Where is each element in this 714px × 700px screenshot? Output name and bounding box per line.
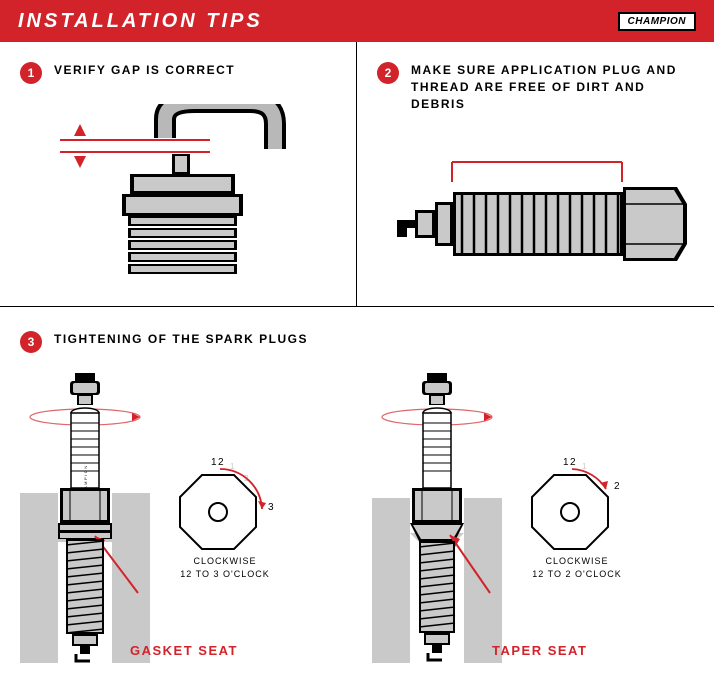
taper-clock: 12 2 1 CLOCKWISE 12 TO 2 O'CLOCK (522, 455, 632, 580)
taper-seat-label: TAPER SEAT (492, 643, 587, 658)
clock-12-label: 12 (211, 457, 225, 468)
step-3-text: TIGHTENING OF THE SPARK PLUGS (54, 331, 308, 348)
gasket-seat-label: GASKET SEAT (130, 643, 238, 658)
gasket-seat-block: CHAMPION (20, 373, 342, 663)
svg-text:2: 2 (614, 481, 621, 492)
taper-clock-line1: CLOCKWISE (522, 555, 632, 568)
champion-logo: CHAMPION (618, 12, 696, 31)
taper-plug-diagram (372, 373, 502, 663)
svg-text:1: 1 (582, 462, 588, 471)
step-1-text: VERIFY GAP IS CORRECT (54, 62, 235, 79)
svg-text:12: 12 (563, 457, 577, 468)
panel-verify-gap: 1 VERIFY GAP IS CORRECT (0, 42, 357, 306)
step-2-header: 2 MAKE SURE APPLICATION PLUG AND THREAD … (377, 62, 694, 112)
octagon-12-2: 12 2 1 (522, 455, 632, 555)
taper-clock-line2: 12 TO 2 O'CLOCK (522, 568, 632, 581)
header-bar: INSTALLATION TIPS CHAMPION (0, 0, 714, 42)
step-2-text: MAKE SURE APPLICATION PLUG AND THREAD AR… (411, 62, 694, 112)
octagon-12-3: 12 3 1 2 (170, 455, 280, 555)
step-1-header: 1 VERIFY GAP IS CORRECT (20, 62, 336, 84)
step-3-badge: 3 (20, 331, 42, 353)
taper-seat-block: 12 2 1 CLOCKWISE 12 TO 2 O'CLOCK TAPER S… (372, 373, 694, 663)
clock-3-label: 3 (268, 502, 275, 513)
step-1-badge: 1 (20, 62, 42, 84)
gasket-clock: 12 3 1 2 CLOCKWISE 12 TO 3 O'CLOCK (170, 455, 280, 580)
top-panels: 1 VERIFY GAP IS CORRECT (0, 42, 714, 307)
gasket-clock-line1: CLOCKWISE (170, 555, 280, 568)
gasket-clock-line2: 12 TO 3 O'CLOCK (170, 568, 280, 581)
page-title: INSTALLATION TIPS (18, 10, 263, 33)
gap-diagram (20, 104, 340, 274)
thread-diagram (377, 132, 697, 302)
panel-clean-thread: 2 MAKE SURE APPLICATION PLUG AND THREAD … (357, 42, 714, 306)
panel-tightening: 3 TIGHTENING OF THE SPARK PLUGS (0, 307, 714, 683)
step-2-badge: 2 (377, 62, 399, 84)
gasket-plug-diagram: CHAMPION (20, 373, 150, 663)
tightening-row: CHAMPION (20, 373, 694, 663)
step-3-header: 3 TIGHTENING OF THE SPARK PLUGS (20, 331, 694, 353)
